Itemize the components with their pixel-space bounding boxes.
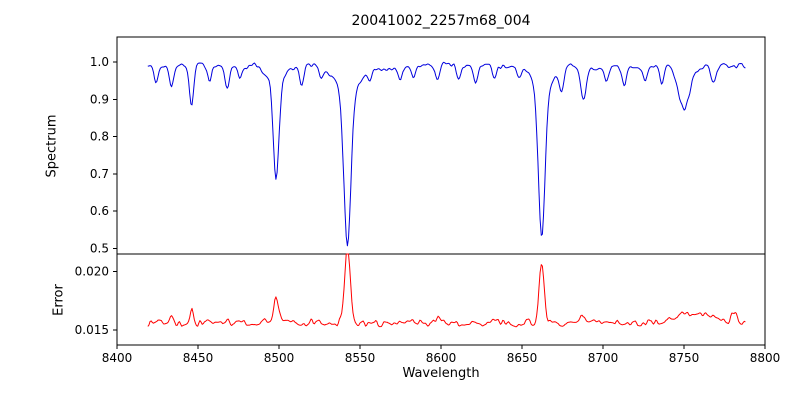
spectrum-y-tick-label: 0.9 xyxy=(90,92,109,106)
x-tick-label: 8650 xyxy=(507,351,538,365)
spectrum-y-tick-label: 0.5 xyxy=(90,241,109,255)
spectrum-line xyxy=(147,61,746,247)
x-tick-label: 8550 xyxy=(345,351,376,365)
x-tick-label: 8450 xyxy=(183,351,214,365)
x-tick-label: 8800 xyxy=(750,351,781,365)
spectrum-y-tick-label: 0.6 xyxy=(90,204,109,218)
x-tick-label: 8750 xyxy=(669,351,700,365)
spectrum-y-tick-label: 1.0 xyxy=(90,55,109,69)
x-tick-label: 8700 xyxy=(588,351,619,365)
error-axes-box xyxy=(116,253,766,346)
x-tick-label: 8500 xyxy=(264,351,295,365)
error-y-tick-label: 0.020 xyxy=(75,265,109,279)
x-tick-label: 8400 xyxy=(102,351,133,365)
x-axis-label: Wavelength xyxy=(402,366,480,381)
error-line xyxy=(147,253,746,328)
error-y-tick-label: 0.015 xyxy=(75,323,109,337)
spectrum-y-tick-label: 0.7 xyxy=(90,167,109,181)
x-tick-label: 8600 xyxy=(426,351,457,365)
spectrum-y-tick-label: 0.8 xyxy=(90,130,109,144)
chart-title: 20041002_2257m68_004 xyxy=(351,13,531,29)
